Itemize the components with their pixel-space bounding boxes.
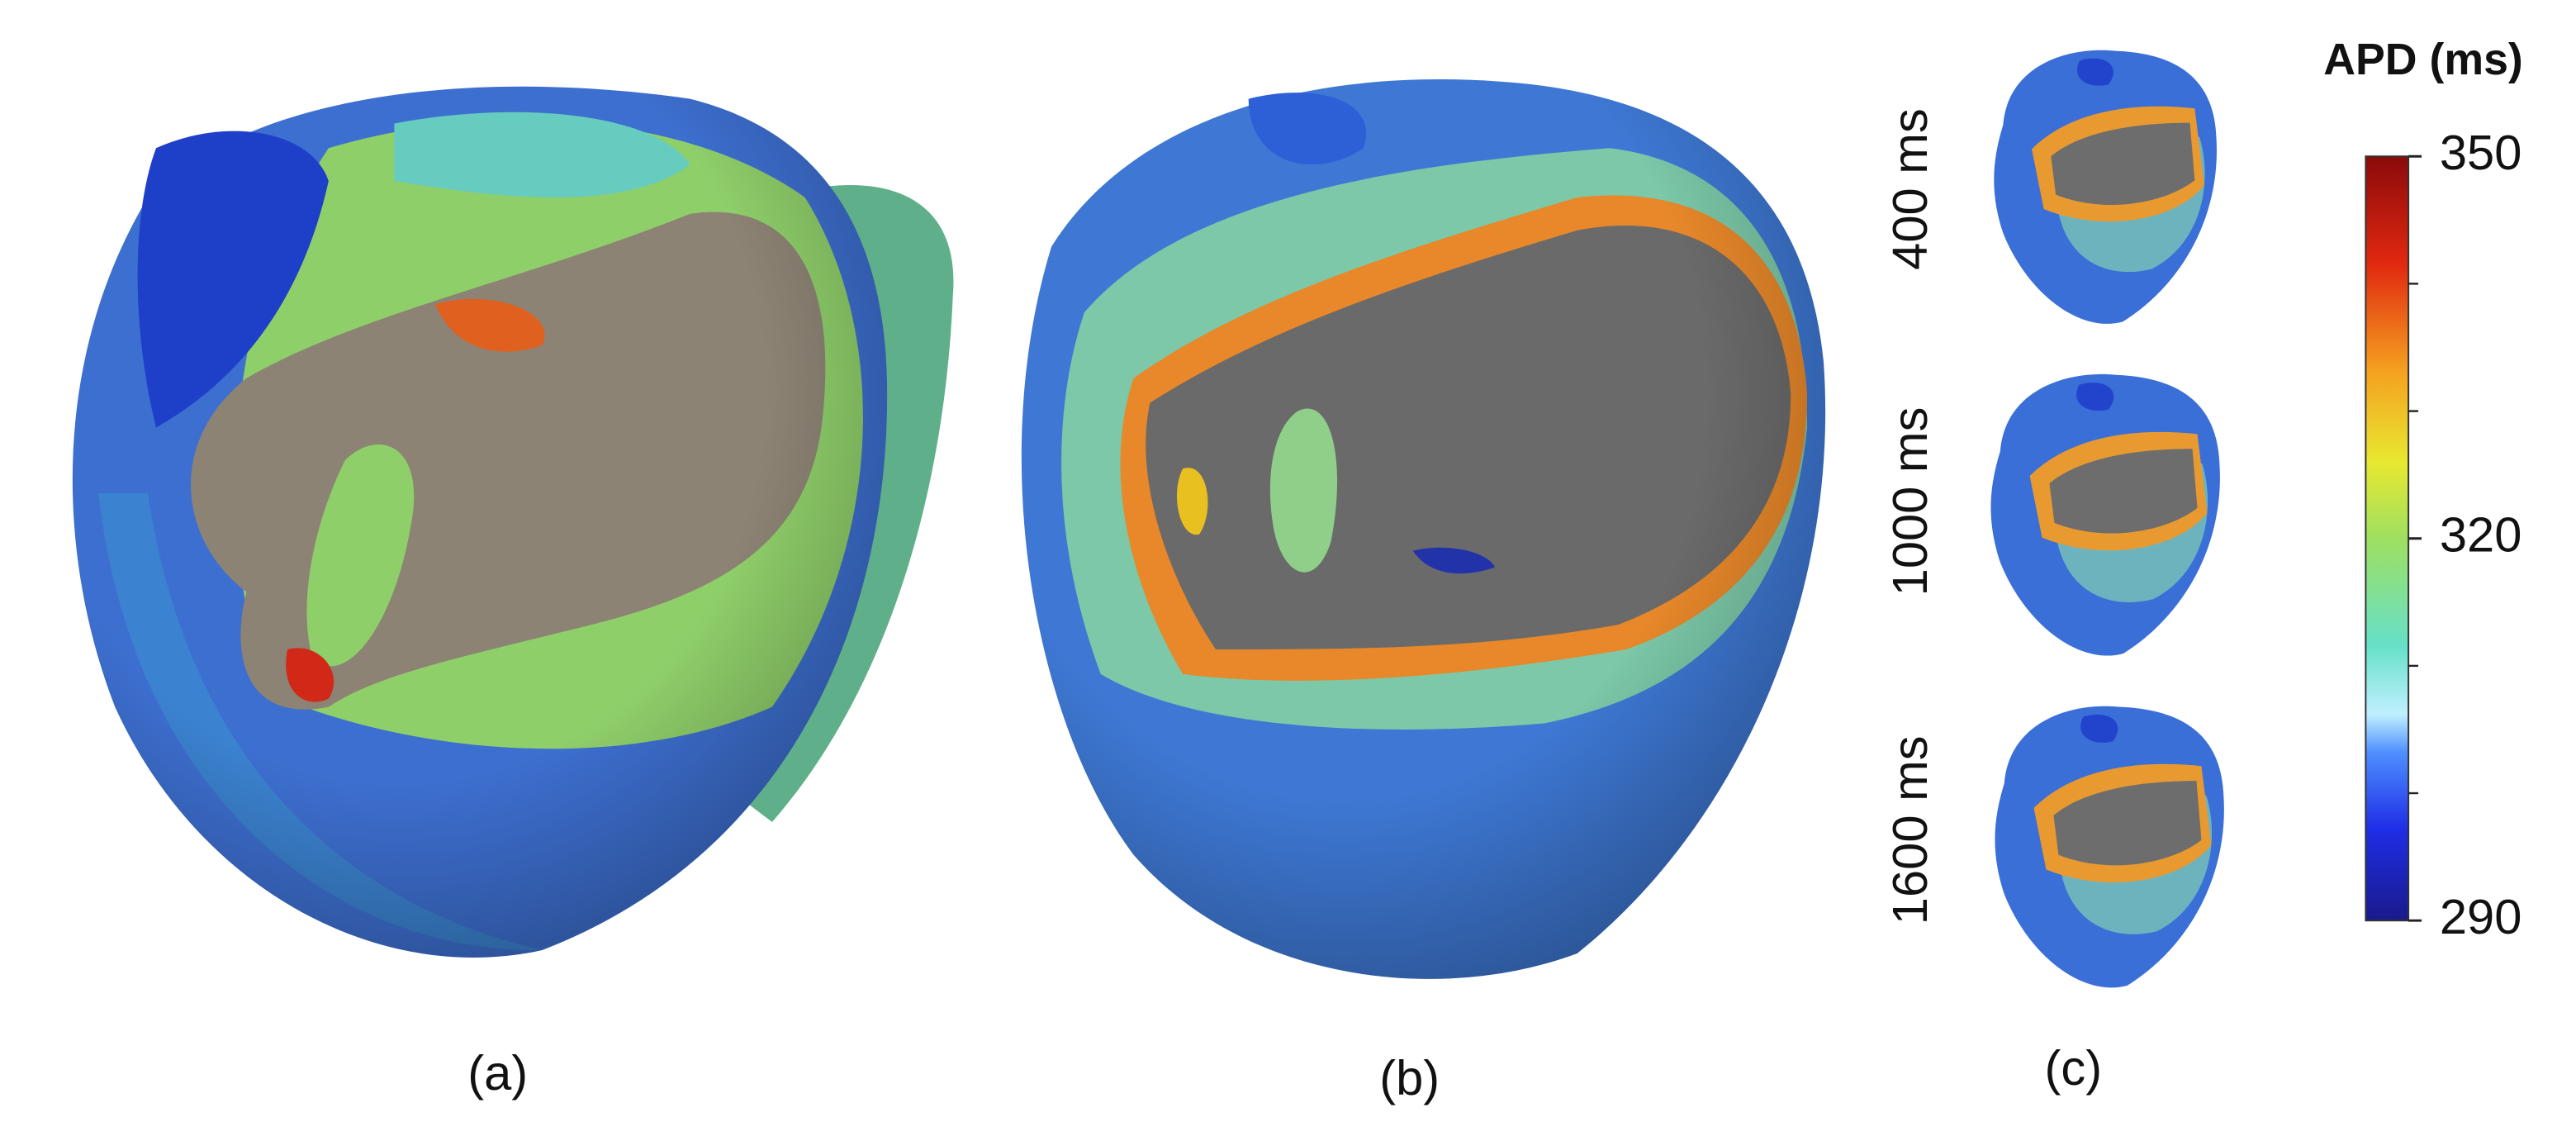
panel-label: (c) — [2045, 1040, 2103, 1096]
heart-c — [1990, 50, 2224, 988]
row-label: 400 ms — [1882, 108, 1938, 270]
heart-b — [1021, 79, 1826, 979]
row-label: 1000 ms — [1882, 407, 1938, 597]
heart-a — [72, 86, 954, 958]
panel-label: (a) — [467, 1045, 528, 1101]
colorbar — [2365, 155, 2410, 922]
colorbar-title: APD (ms) — [2323, 35, 2523, 84]
colorbar-tick-label: 320 — [2440, 506, 2522, 562]
colorbar-tick-label: 290 — [2440, 889, 2522, 944]
colorbar-tick-label: 350 — [2440, 125, 2522, 180]
row-label: 1600 ms — [1882, 735, 1938, 925]
panel-label: (b) — [1379, 1050, 1440, 1105]
